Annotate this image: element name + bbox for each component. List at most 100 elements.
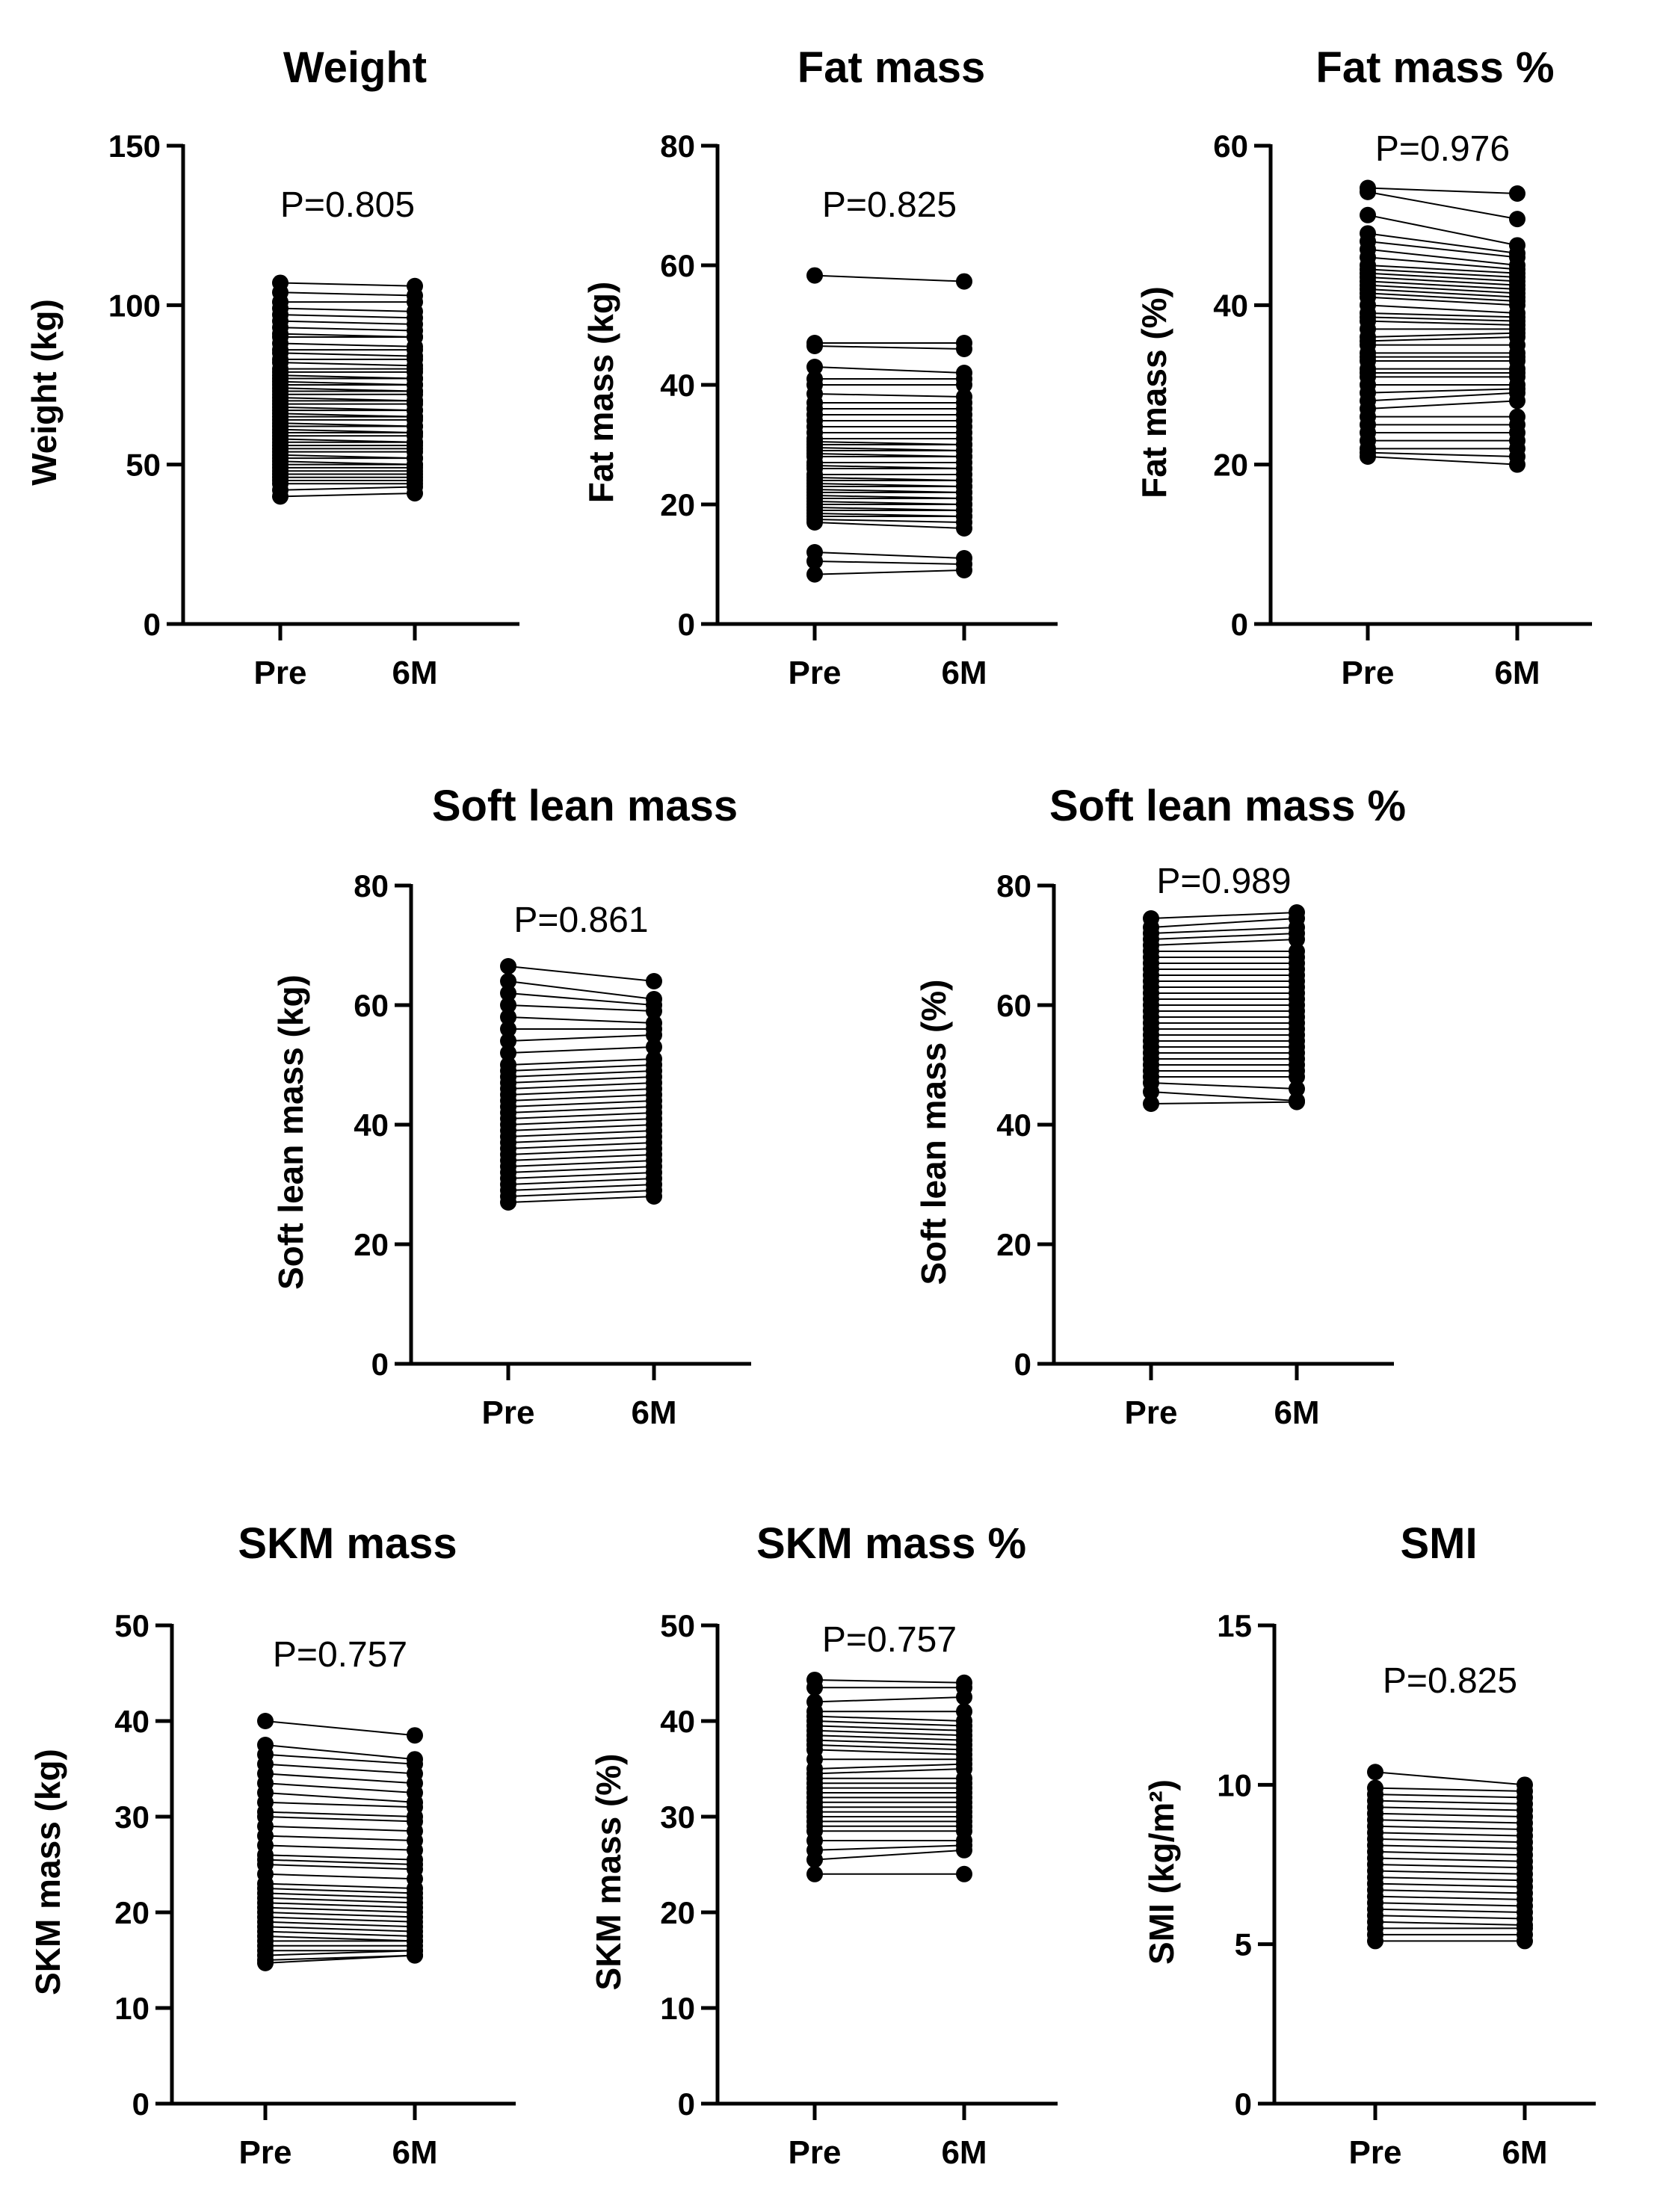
paired-line bbox=[1367, 248, 1518, 266]
paired-line bbox=[507, 1184, 655, 1191]
y-axis-label: SKM mass (kg) bbox=[28, 1749, 67, 1995]
post-data-point bbox=[407, 1727, 423, 1744]
paired-line bbox=[814, 552, 965, 559]
paired-line bbox=[1375, 1902, 1525, 1907]
post-data-point bbox=[1289, 931, 1305, 948]
post-data-point bbox=[646, 1003, 662, 1019]
paired-line bbox=[1367, 456, 1518, 466]
paired-line bbox=[814, 1720, 965, 1727]
paired-line bbox=[814, 560, 965, 565]
y-tick-label: 0 bbox=[132, 2086, 149, 2122]
p-value-annotation: P=0.757 bbox=[822, 1620, 957, 1660]
y-axis-label: SKM mass (%) bbox=[589, 1754, 628, 1991]
paired-line bbox=[507, 1166, 655, 1173]
y-tick-label: 5 bbox=[1235, 1927, 1252, 1962]
chart-panel-3: Fat mass % Fat mass (%) 0 20 40 60 Pre 6M P=0.97… bbox=[1135, 43, 1592, 691]
paired-line bbox=[1367, 232, 1518, 254]
paired-line bbox=[280, 342, 416, 347]
post-data-point bbox=[646, 973, 662, 989]
y-tick-label: 0 bbox=[678, 607, 695, 642]
paired-line bbox=[265, 1916, 416, 1923]
pre-data-point bbox=[1143, 1084, 1159, 1100]
y-tick-label: 30 bbox=[114, 1799, 149, 1835]
paired-line bbox=[265, 1921, 416, 1928]
chart-title: Soft lean mass % bbox=[1049, 782, 1406, 830]
paired-line bbox=[1150, 939, 1298, 946]
paired-line bbox=[507, 1136, 655, 1143]
pre-data-point bbox=[1360, 448, 1376, 465]
paired-line bbox=[507, 1064, 655, 1072]
paired-line bbox=[507, 1124, 655, 1131]
x-category-label: 6M bbox=[392, 2134, 437, 2171]
paired-line bbox=[814, 1744, 965, 1751]
pre-data-point bbox=[272, 488, 289, 505]
paired-line bbox=[1367, 265, 1518, 274]
paired-line bbox=[1367, 316, 1518, 322]
x-category-label: Pre bbox=[789, 2134, 842, 2171]
y-tick-label: 20 bbox=[354, 1227, 389, 1262]
paired-line bbox=[1150, 1101, 1298, 1105]
pre-data-point bbox=[500, 985, 516, 1001]
pre-data-point bbox=[806, 1679, 823, 1696]
post-data-point bbox=[1509, 392, 1525, 410]
y-tick-label: 0 bbox=[678, 2086, 695, 2122]
post-data-point bbox=[1509, 185, 1525, 202]
paired-line bbox=[1367, 304, 1518, 314]
y-tick-label: 10 bbox=[660, 1991, 695, 2026]
paired-line bbox=[280, 314, 416, 319]
paired-line bbox=[1367, 280, 1518, 290]
paired-line bbox=[814, 1763, 965, 1770]
x-category-label: 6M bbox=[1502, 2134, 1547, 2171]
paired-line bbox=[265, 1720, 416, 1737]
paired-line bbox=[1367, 451, 1518, 457]
pre-data-point bbox=[806, 1865, 823, 1882]
paired-line bbox=[1367, 288, 1518, 298]
y-tick-label: 60 bbox=[1213, 129, 1248, 164]
paired-line bbox=[814, 519, 965, 523]
paired-line bbox=[1367, 312, 1518, 318]
paired-line bbox=[1375, 1895, 1525, 1900]
paired-line bbox=[265, 1930, 416, 1937]
paired-line bbox=[507, 1160, 655, 1167]
paired-line bbox=[507, 1106, 655, 1113]
paired-line bbox=[1150, 927, 1298, 934]
paired-line bbox=[280, 352, 416, 357]
paired-line bbox=[814, 1715, 965, 1722]
paired-line bbox=[265, 1811, 416, 1817]
p-value-annotation: P=0.989 bbox=[1156, 862, 1291, 901]
pre-data-point bbox=[1143, 1096, 1159, 1112]
y-tick-label: 40 bbox=[660, 368, 695, 403]
paired-line bbox=[1367, 284, 1518, 294]
pre-data-point bbox=[1367, 1764, 1383, 1781]
paired-line bbox=[814, 1734, 965, 1741]
paired-line bbox=[814, 1849, 965, 1861]
paired-line bbox=[1375, 1889, 1525, 1894]
x-category-label: 6M bbox=[941, 2134, 987, 2171]
paired-line bbox=[814, 522, 965, 529]
paired-line bbox=[814, 393, 965, 398]
paired-line bbox=[1375, 1844, 1525, 1850]
y-tick-label: 0 bbox=[1235, 2086, 1252, 2122]
pre-data-point bbox=[500, 958, 516, 974]
pre-data-point bbox=[257, 1954, 274, 1971]
chart-title: Weight bbox=[283, 43, 427, 92]
pre-data-point bbox=[806, 359, 823, 375]
paired-line bbox=[265, 1835, 416, 1841]
pre-data-point bbox=[500, 1009, 516, 1025]
paired-line bbox=[265, 1936, 416, 1942]
paired-line bbox=[1375, 1857, 1525, 1862]
paired-line bbox=[265, 1926, 416, 1933]
y-axis-label: Fat mass (kg) bbox=[581, 282, 620, 504]
paired-line bbox=[507, 1172, 655, 1179]
y-axis-label: SMI (kg/m²) bbox=[1142, 1779, 1181, 1965]
y-tick-label: 50 bbox=[126, 448, 161, 483]
y-tick-label: 20 bbox=[114, 1895, 149, 1930]
paired-line bbox=[814, 1696, 965, 1703]
paired-line bbox=[814, 1678, 965, 1684]
paired-line bbox=[507, 1142, 655, 1149]
paired-line bbox=[814, 345, 965, 350]
post-data-point bbox=[1517, 1933, 1533, 1950]
paired-line bbox=[1375, 1832, 1525, 1837]
paired-line bbox=[265, 1859, 416, 1865]
y-tick-label: 100 bbox=[108, 288, 161, 323]
